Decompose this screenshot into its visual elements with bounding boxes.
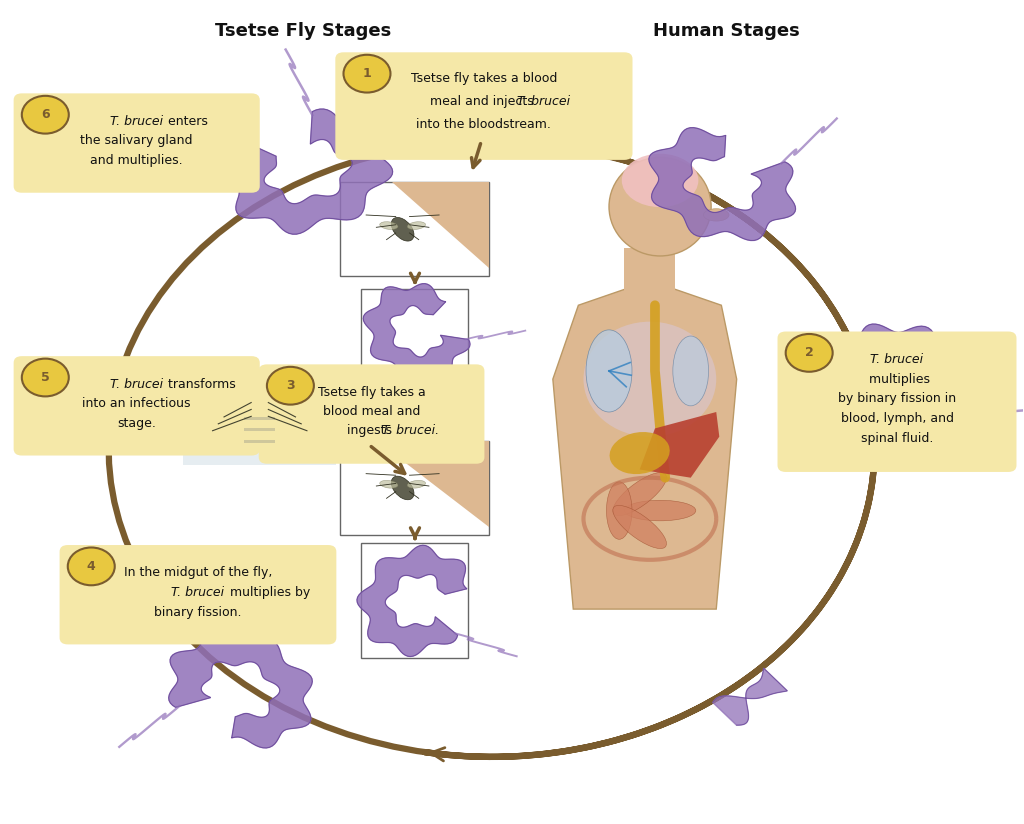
Ellipse shape	[380, 222, 398, 229]
Text: 2: 2	[805, 346, 813, 359]
Text: into an infectious: into an infectious	[83, 397, 190, 410]
Text: into the bloodstream.: into the bloodstream.	[417, 118, 551, 131]
Text: Tsetse Fly Stages: Tsetse Fly Stages	[214, 22, 391, 40]
Polygon shape	[640, 412, 719, 478]
Circle shape	[22, 358, 69, 396]
Ellipse shape	[380, 480, 398, 488]
Text: 3: 3	[286, 379, 295, 392]
Circle shape	[785, 334, 833, 372]
Ellipse shape	[244, 405, 275, 452]
Bar	[244, 440, 275, 442]
Polygon shape	[649, 128, 796, 241]
FancyBboxPatch shape	[259, 364, 484, 464]
Text: Human Stages: Human Stages	[653, 22, 800, 40]
Bar	[625, 248, 676, 305]
Polygon shape	[357, 545, 467, 657]
FancyBboxPatch shape	[335, 52, 633, 160]
Text: 5: 5	[41, 371, 50, 384]
Ellipse shape	[272, 407, 318, 421]
FancyBboxPatch shape	[13, 356, 260, 456]
Polygon shape	[392, 182, 488, 269]
Text: multiplies by: multiplies by	[225, 586, 310, 599]
Ellipse shape	[622, 154, 698, 207]
Text: T. brucei: T. brucei	[111, 115, 163, 128]
Text: transforms: transforms	[164, 377, 236, 391]
Text: Tsetse fly takes a blood: Tsetse fly takes a blood	[411, 72, 557, 85]
Text: 6: 6	[41, 108, 49, 121]
Text: multiplies: multiplies	[864, 372, 930, 386]
Ellipse shape	[253, 389, 267, 401]
Text: T. brucei: T. brucei	[111, 377, 163, 391]
FancyBboxPatch shape	[13, 93, 260, 193]
Polygon shape	[553, 281, 736, 609]
Text: ingests: ingests	[347, 424, 396, 438]
Bar	[360, 289, 468, 383]
Polygon shape	[364, 283, 470, 379]
Ellipse shape	[609, 432, 670, 474]
Text: In the midgut of the fly,: In the midgut of the fly,	[124, 566, 272, 579]
Ellipse shape	[703, 208, 729, 221]
Text: by binary fission in: by binary fission in	[838, 392, 956, 405]
Text: T. brucei: T. brucei	[516, 95, 569, 108]
Polygon shape	[828, 324, 970, 458]
Text: spinal fluid.: spinal fluid.	[861, 432, 933, 445]
Ellipse shape	[408, 480, 426, 488]
Ellipse shape	[391, 218, 414, 241]
Polygon shape	[378, 441, 488, 527]
Ellipse shape	[247, 400, 272, 423]
Bar	[340, 441, 488, 535]
Bar	[244, 428, 275, 431]
Ellipse shape	[606, 482, 632, 539]
Ellipse shape	[609, 157, 711, 256]
Ellipse shape	[612, 505, 667, 549]
FancyBboxPatch shape	[777, 331, 1017, 472]
Text: 4: 4	[87, 559, 95, 573]
Ellipse shape	[673, 336, 709, 406]
Text: Tsetse fly takes a: Tsetse fly takes a	[317, 386, 425, 399]
Ellipse shape	[625, 500, 696, 521]
Text: binary fission.: binary fission.	[155, 606, 242, 619]
Text: T. brucei: T. brucei	[870, 353, 924, 366]
Polygon shape	[85, 368, 129, 420]
Polygon shape	[223, 109, 392, 234]
Bar	[360, 543, 468, 658]
Text: blood meal and: blood meal and	[323, 405, 420, 419]
Ellipse shape	[586, 330, 632, 412]
Bar	[244, 417, 275, 419]
Polygon shape	[169, 631, 312, 748]
FancyBboxPatch shape	[59, 545, 336, 644]
Text: 1: 1	[362, 68, 372, 80]
Circle shape	[267, 367, 314, 405]
Bar	[340, 182, 488, 277]
Ellipse shape	[584, 321, 716, 437]
Text: T. brucei.: T. brucei.	[382, 424, 439, 438]
Circle shape	[22, 96, 69, 133]
Ellipse shape	[201, 407, 247, 421]
Text: and multiplies.: and multiplies.	[90, 154, 183, 167]
Text: T. brucei: T. brucei	[171, 586, 224, 599]
Ellipse shape	[612, 472, 667, 516]
Ellipse shape	[391, 476, 414, 500]
Circle shape	[343, 54, 390, 92]
Text: meal and injects: meal and injects	[430, 95, 538, 108]
Text: blood, lymph, and: blood, lymph, and	[841, 412, 953, 425]
FancyBboxPatch shape	[183, 367, 336, 466]
Polygon shape	[713, 668, 787, 725]
Text: stage.: stage.	[118, 417, 156, 430]
Ellipse shape	[408, 222, 426, 229]
Text: enters: enters	[164, 115, 208, 128]
Circle shape	[68, 547, 115, 585]
Text: the salivary gland: the salivary gland	[81, 134, 193, 147]
